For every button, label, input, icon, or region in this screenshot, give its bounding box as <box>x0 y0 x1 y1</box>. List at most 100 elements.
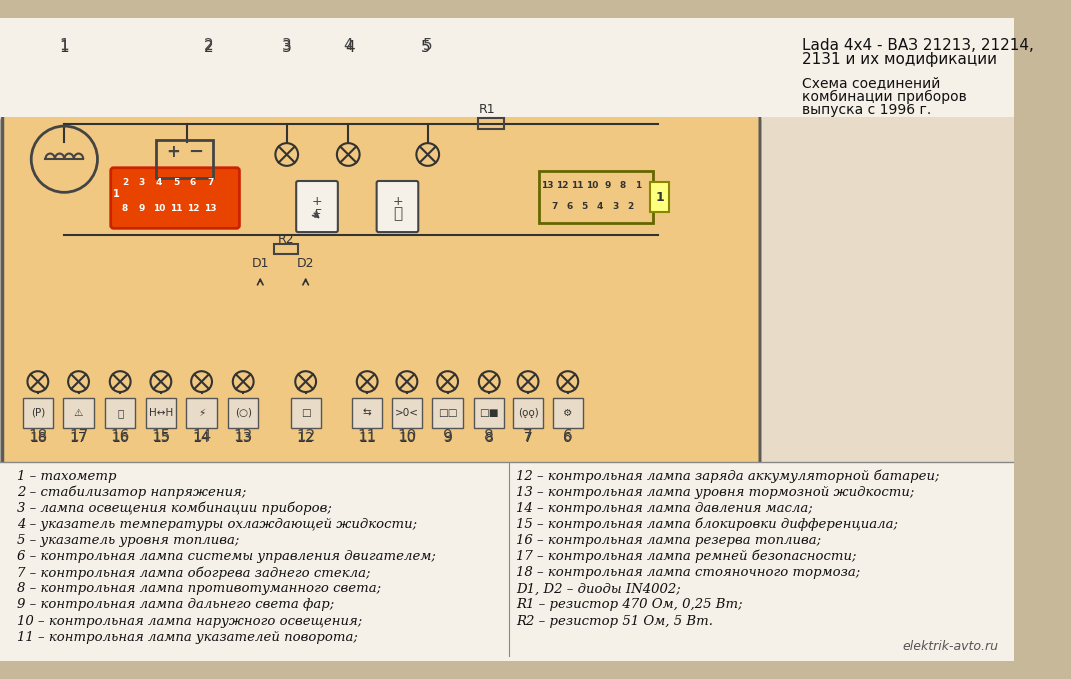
Text: 4: 4 <box>597 202 603 211</box>
Text: 6: 6 <box>190 179 196 187</box>
Text: 5: 5 <box>582 202 588 211</box>
Text: 8 – контрольная лампа противотуманного света;: 8 – контрольная лампа противотуманного с… <box>17 583 381 595</box>
FancyBboxPatch shape <box>297 181 337 232</box>
Text: Схема соединений: Схема соединений <box>802 77 940 90</box>
FancyBboxPatch shape <box>290 398 321 428</box>
Text: R2: R2 <box>277 233 295 246</box>
Bar <box>156 141 213 178</box>
Text: 7: 7 <box>524 431 532 445</box>
FancyBboxPatch shape <box>392 398 422 428</box>
Text: ⛽: ⛽ <box>393 206 402 221</box>
Text: 5: 5 <box>423 38 433 53</box>
Text: 9 – контрольная лампа дальнего света фар;: 9 – контрольная лампа дальнего света фар… <box>17 598 334 612</box>
Text: 6 – контрольная лампа системы управления двигателем;: 6 – контрольная лампа системы управления… <box>17 550 436 563</box>
Text: D1, D2 – диоды IN4002;: D1, D2 – диоды IN4002; <box>516 583 680 595</box>
Text: R1: R1 <box>479 103 496 115</box>
Text: выпуска с 1996 г.: выпуска с 1996 г. <box>802 103 932 117</box>
Text: ⇆: ⇆ <box>363 408 372 418</box>
FancyBboxPatch shape <box>513 398 543 428</box>
Text: 11: 11 <box>358 429 377 444</box>
Text: (P): (P) <box>31 408 45 418</box>
Text: 12: 12 <box>296 429 315 444</box>
Text: 10: 10 <box>153 204 165 213</box>
Text: D1: D1 <box>252 257 269 270</box>
Bar <box>540 170 653 223</box>
Text: 14 – контрольная лампа давления масла;: 14 – контрольная лампа давления масла; <box>516 502 813 515</box>
Text: 13: 13 <box>235 431 252 445</box>
Text: 6: 6 <box>567 202 573 211</box>
Text: 9: 9 <box>139 204 146 213</box>
Bar <box>0 462 1013 661</box>
Text: 8: 8 <box>485 431 494 445</box>
Text: 18 – контрольная лампа стояночного тормоза;: 18 – контрольная лампа стояночного тормо… <box>516 566 860 579</box>
Text: 13: 13 <box>541 181 554 190</box>
Text: 8: 8 <box>484 429 494 444</box>
Text: 14: 14 <box>192 429 211 444</box>
Text: 7 – контрольная лампа обогрева заднего стекла;: 7 – контрольная лампа обогрева заднего с… <box>17 566 371 579</box>
Text: 3: 3 <box>612 202 618 211</box>
Text: 2 – стабилизатор напряжения;: 2 – стабилизатор напряжения; <box>17 485 246 499</box>
Text: ⛽: ⛽ <box>117 408 123 418</box>
Text: 17: 17 <box>69 429 88 444</box>
Text: 1: 1 <box>60 38 70 53</box>
Text: 2131 и их модификации: 2131 и их модификации <box>802 52 997 67</box>
Text: 10: 10 <box>398 431 416 445</box>
Text: 3: 3 <box>282 38 291 53</box>
Text: +: + <box>166 143 180 161</box>
FancyBboxPatch shape <box>105 398 135 428</box>
Text: 11: 11 <box>571 181 584 190</box>
FancyBboxPatch shape <box>110 168 240 228</box>
FancyBboxPatch shape <box>22 398 52 428</box>
Text: 1: 1 <box>655 191 664 204</box>
Text: □■: □■ <box>480 408 499 418</box>
Text: 5: 5 <box>421 40 431 55</box>
Text: 9: 9 <box>443 431 452 445</box>
FancyBboxPatch shape <box>228 398 258 428</box>
Text: ⚡: ⚡ <box>198 408 206 418</box>
Bar <box>0 18 1013 117</box>
Text: H↔H: H↔H <box>149 408 174 418</box>
Text: 8: 8 <box>122 204 129 213</box>
FancyBboxPatch shape <box>553 398 583 428</box>
Text: 16 – контрольная лампа резерва топлива;: 16 – контрольная лампа резерва топлива; <box>516 534 820 547</box>
Text: 4 – указатель температуры охлаждающей жидкости;: 4 – указатель температуры охлаждающей жи… <box>17 518 418 531</box>
Text: −: − <box>188 143 203 161</box>
Text: 11 – контрольная лампа указателей поворота;: 11 – контрольная лампа указателей поворо… <box>17 631 358 644</box>
Text: 2: 2 <box>203 38 213 53</box>
Text: комбинации приборов: комбинации приборов <box>802 90 967 104</box>
Text: 4: 4 <box>155 179 162 187</box>
Text: 12: 12 <box>556 181 569 190</box>
Text: 1: 1 <box>60 40 70 55</box>
Text: 6: 6 <box>563 431 572 445</box>
Text: 16: 16 <box>110 429 130 444</box>
Text: 17 – контрольная лампа ремней безопасности;: 17 – контрольная лампа ремней безопаснос… <box>516 550 856 564</box>
Text: >0<: >0< <box>395 408 419 418</box>
Text: (ǫǫ): (ǫǫ) <box>517 408 539 418</box>
Text: R1 – резистор 470 Ом, 0,25 Вт;: R1 – резистор 470 Ом, 0,25 Вт; <box>516 598 742 612</box>
Text: 1: 1 <box>635 181 640 190</box>
Text: 10: 10 <box>397 429 417 444</box>
FancyBboxPatch shape <box>352 398 382 428</box>
Text: 4: 4 <box>344 38 353 53</box>
Text: 1 – тахометр: 1 – тахометр <box>17 470 117 483</box>
Text: 7: 7 <box>524 429 533 444</box>
Text: R2 – резистор 51 Ом, 5 Вт.: R2 – резистор 51 Ом, 5 Вт. <box>516 614 712 627</box>
Text: 16: 16 <box>111 431 130 445</box>
Text: 13 – контрольная лампа уровня тормозной жидкости;: 13 – контрольная лампа уровня тормозной … <box>516 486 915 499</box>
Text: 14: 14 <box>193 431 210 445</box>
Text: 5: 5 <box>172 179 179 187</box>
Bar <box>478 117 504 129</box>
Text: 11: 11 <box>170 204 182 213</box>
Text: 7: 7 <box>207 179 213 187</box>
Text: 3: 3 <box>282 40 291 55</box>
Text: F: F <box>314 208 320 221</box>
Text: 9: 9 <box>604 181 610 190</box>
Text: □: □ <box>301 408 311 418</box>
Text: +: + <box>312 196 322 208</box>
Text: 10: 10 <box>586 181 599 190</box>
Text: 3: 3 <box>139 179 145 187</box>
Text: 5 – указатель уровня топлива;: 5 – указатель уровня топлива; <box>17 534 240 547</box>
Bar <box>274 244 298 254</box>
Text: ⚙: ⚙ <box>563 408 572 418</box>
Text: 1: 1 <box>114 189 120 199</box>
